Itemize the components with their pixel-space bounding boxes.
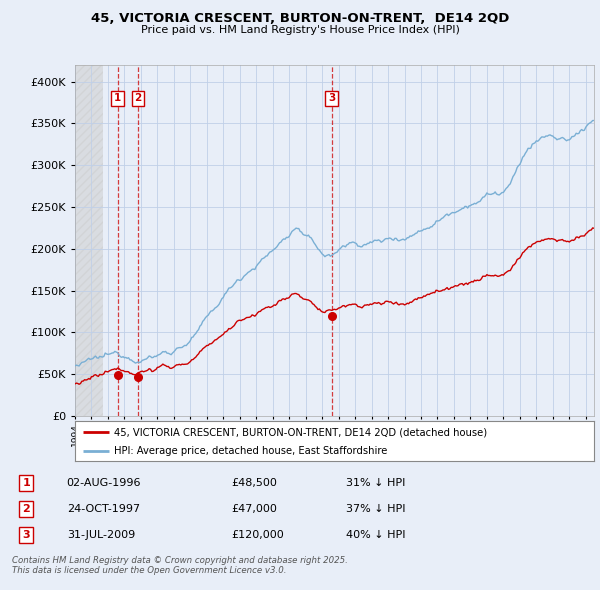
Text: HPI: Average price, detached house, East Staffordshire: HPI: Average price, detached house, East… — [114, 445, 388, 455]
Text: 2: 2 — [134, 93, 142, 103]
Text: 45, VICTORIA CRESCENT, BURTON-ON-TRENT, DE14 2QD (detached house): 45, VICTORIA CRESCENT, BURTON-ON-TRENT, … — [114, 427, 487, 437]
Text: 40% ↓ HPI: 40% ↓ HPI — [346, 530, 406, 540]
Text: Contains HM Land Registry data © Crown copyright and database right 2025.
This d: Contains HM Land Registry data © Crown c… — [12, 556, 348, 575]
Text: 31-JUL-2009: 31-JUL-2009 — [67, 530, 135, 540]
Text: 31% ↓ HPI: 31% ↓ HPI — [346, 478, 406, 488]
Text: 1: 1 — [114, 93, 121, 103]
Text: £47,000: £47,000 — [231, 504, 277, 514]
Text: £48,500: £48,500 — [231, 478, 277, 488]
Text: 2: 2 — [23, 504, 30, 514]
Text: 24-OCT-1997: 24-OCT-1997 — [67, 504, 140, 514]
Text: 45, VICTORIA CRESCENT, BURTON-ON-TRENT,  DE14 2QD: 45, VICTORIA CRESCENT, BURTON-ON-TRENT, … — [91, 12, 509, 25]
Text: 3: 3 — [23, 530, 30, 540]
Text: £120,000: £120,000 — [231, 530, 284, 540]
Text: 02-AUG-1996: 02-AUG-1996 — [67, 478, 141, 488]
Text: Price paid vs. HM Land Registry's House Price Index (HPI): Price paid vs. HM Land Registry's House … — [140, 25, 460, 35]
Text: 37% ↓ HPI: 37% ↓ HPI — [346, 504, 406, 514]
Text: 1: 1 — [23, 478, 30, 488]
Text: 3: 3 — [328, 93, 335, 103]
Bar — [75, 65, 103, 416]
